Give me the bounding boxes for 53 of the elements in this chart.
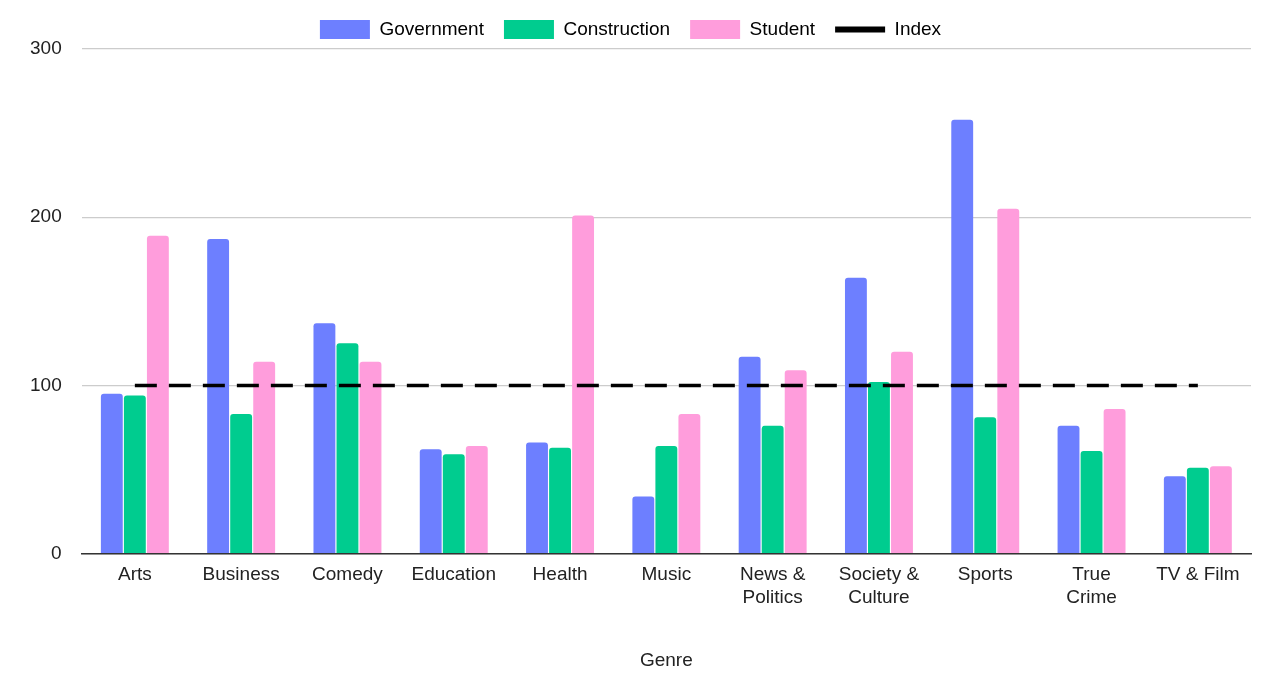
bar xyxy=(951,119,974,553)
bar xyxy=(1057,425,1080,553)
bar xyxy=(336,343,359,553)
x-tick-label: Health xyxy=(532,563,588,585)
bar xyxy=(844,277,867,553)
bar xyxy=(526,442,548,553)
bar xyxy=(549,447,571,553)
x-tick-label: True Crime xyxy=(1066,563,1117,608)
y-tick-label: 0 xyxy=(51,541,62,563)
bar xyxy=(442,454,465,553)
y-tick-label: 100 xyxy=(30,373,62,395)
bar xyxy=(253,361,276,553)
bar xyxy=(891,351,913,553)
x-tick-label: Education xyxy=(411,563,497,585)
bar xyxy=(230,413,253,553)
bar xyxy=(1209,466,1232,553)
legend-label: Construction xyxy=(563,17,671,39)
bar xyxy=(974,417,997,553)
bar xyxy=(1103,408,1126,553)
bar xyxy=(123,395,146,553)
y-tick-label: 200 xyxy=(30,205,62,227)
legend-label: Student xyxy=(749,17,816,39)
bar xyxy=(738,356,761,553)
x-axis-title: Genre xyxy=(639,648,693,670)
bar xyxy=(572,215,595,553)
bar xyxy=(313,323,336,553)
x-tick-label: Business xyxy=(202,563,280,585)
legend-label: Government xyxy=(379,17,485,39)
bar xyxy=(419,449,442,553)
y-tick-label: 300 xyxy=(30,37,62,59)
bar xyxy=(868,382,890,553)
bar xyxy=(655,445,678,553)
bar xyxy=(359,361,382,553)
bar xyxy=(146,235,169,553)
x-tick-label: TV & Film xyxy=(1156,563,1240,585)
bar xyxy=(761,425,784,553)
bar xyxy=(207,239,230,553)
bar xyxy=(100,393,123,553)
bar xyxy=(1186,467,1209,553)
x-tick-label: News & Politics xyxy=(739,563,806,608)
bar xyxy=(465,445,488,553)
bar xyxy=(632,496,655,553)
x-tick-label: Sports xyxy=(957,563,1013,585)
bar xyxy=(678,413,701,553)
x-tick-label: Comedy xyxy=(312,563,384,585)
bar xyxy=(1163,476,1186,553)
legend-label: Index xyxy=(894,17,942,39)
x-tick-label: Arts xyxy=(117,563,152,585)
bar xyxy=(1080,451,1103,553)
x-tick-label: Music xyxy=(641,563,692,585)
bar xyxy=(997,208,1020,553)
bar xyxy=(784,370,807,553)
x-tick-label: Society & Culture xyxy=(838,563,920,608)
